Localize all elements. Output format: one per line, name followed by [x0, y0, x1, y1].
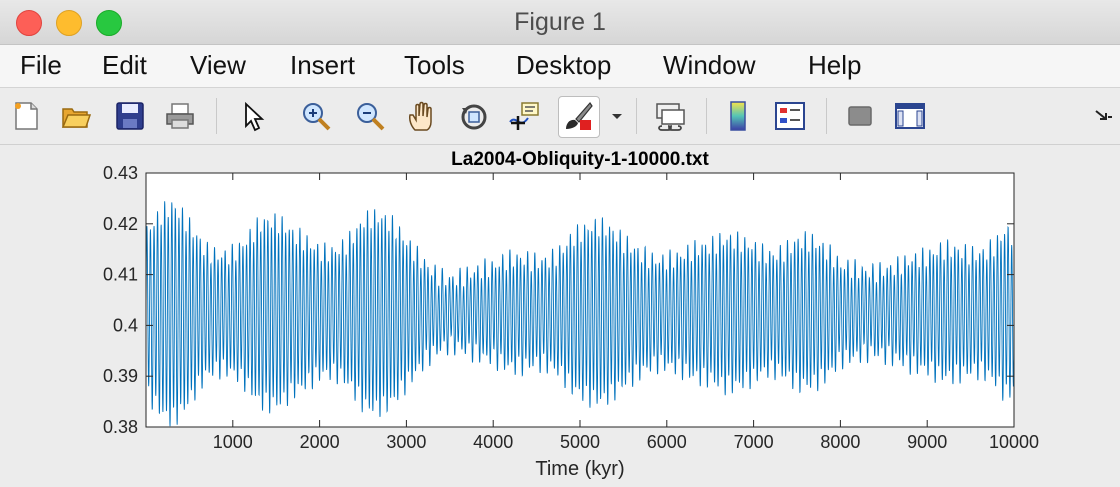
link-plot-icon[interactable]	[654, 100, 686, 132]
menu-edit[interactable]: Edit	[102, 50, 147, 80]
toolbar	[0, 88, 1120, 145]
rotate-3d-icon[interactable]	[458, 100, 490, 132]
legend-icon[interactable]	[774, 100, 806, 132]
x-tick-label: 5000	[560, 432, 600, 452]
x-tick-label: 4000	[473, 432, 513, 452]
menu-insert[interactable]: Insert	[290, 50, 356, 80]
window-title: Figure 1	[514, 8, 606, 36]
toolbar-separator	[706, 98, 707, 134]
zoom-button[interactable]	[96, 10, 122, 36]
dock-arrow-icon[interactable]	[1092, 100, 1114, 132]
y-tick-label: 0.43	[103, 163, 138, 183]
zoom-out-icon[interactable]	[354, 100, 386, 132]
toolbar-separator	[826, 98, 827, 134]
hide-plot-tools-icon[interactable]	[844, 100, 876, 132]
title-bar[interactable]: Figure 1	[0, 0, 1120, 45]
line-chart[interactable]: La2004-Obliquity-1-10000.txt 1000 2000 300…	[0, 145, 1120, 482]
series-group	[145, 201, 1015, 427]
axis-ticks: 1000 2000 3000 4000 5000 6000 7000 8000 9000 1000…	[103, 163, 1039, 452]
toolbar-separator	[216, 98, 217, 134]
edit-plot-arrow-icon[interactable]	[238, 100, 270, 132]
save-icon[interactable]	[114, 100, 146, 132]
close-button[interactable]	[16, 10, 42, 36]
menu-help[interactable]: Help	[808, 50, 862, 80]
colorbar-icon[interactable]	[722, 100, 754, 132]
brush-dropdown-icon[interactable]	[608, 100, 626, 132]
menu-desktop[interactable]: Desktop	[516, 50, 612, 80]
toolbar-separator	[636, 98, 637, 134]
y-tick-label: 0.41	[103, 265, 138, 285]
y-tick-label: 0.39	[103, 366, 138, 386]
y-tick-label: 0.4	[113, 315, 138, 335]
y-tick-label: 0.38	[103, 417, 138, 437]
x-tick-label: 6000	[647, 432, 687, 452]
x-tick-label: 1000	[213, 432, 253, 452]
x-tick-label: 7000	[734, 432, 774, 452]
print-icon[interactable]	[164, 100, 196, 132]
x-tick-label: 10000	[989, 432, 1039, 452]
new-figure-icon[interactable]	[10, 100, 42, 132]
menu-view[interactable]: View	[190, 50, 246, 80]
x-tick-label: 8000	[820, 432, 860, 452]
chart-title: La2004-Obliquity-1-10000.txt	[451, 149, 709, 170]
x-tick-label: 9000	[907, 432, 947, 452]
y-tick-label: 0.42	[103, 214, 138, 234]
axes-frame	[145, 172, 1015, 428]
menu-file[interactable]: File	[20, 50, 62, 80]
pan-hand-icon[interactable]	[406, 100, 438, 132]
zoom-in-icon[interactable]	[300, 100, 332, 132]
x-tick-label: 2000	[300, 432, 340, 452]
menu-window[interactable]: Window	[663, 50, 756, 80]
x-axis-label: Time (kyr)	[535, 458, 624, 480]
brush-icon[interactable]	[562, 100, 594, 132]
plot-area: La2004-Obliquity-1-10000.txt 1000 2000 300…	[0, 145, 1120, 482]
open-file-icon[interactable]	[60, 100, 92, 132]
data-cursor-icon[interactable]	[508, 100, 540, 132]
menu-tools[interactable]: Tools	[404, 50, 465, 80]
menu-bar: File Edit View Insert Tools Desktop Wind…	[0, 45, 1120, 88]
x-tick-label: 3000	[386, 432, 426, 452]
series-line	[145, 201, 1015, 427]
minimize-button[interactable]	[56, 10, 82, 36]
show-plot-tools-icon[interactable]	[894, 100, 926, 132]
